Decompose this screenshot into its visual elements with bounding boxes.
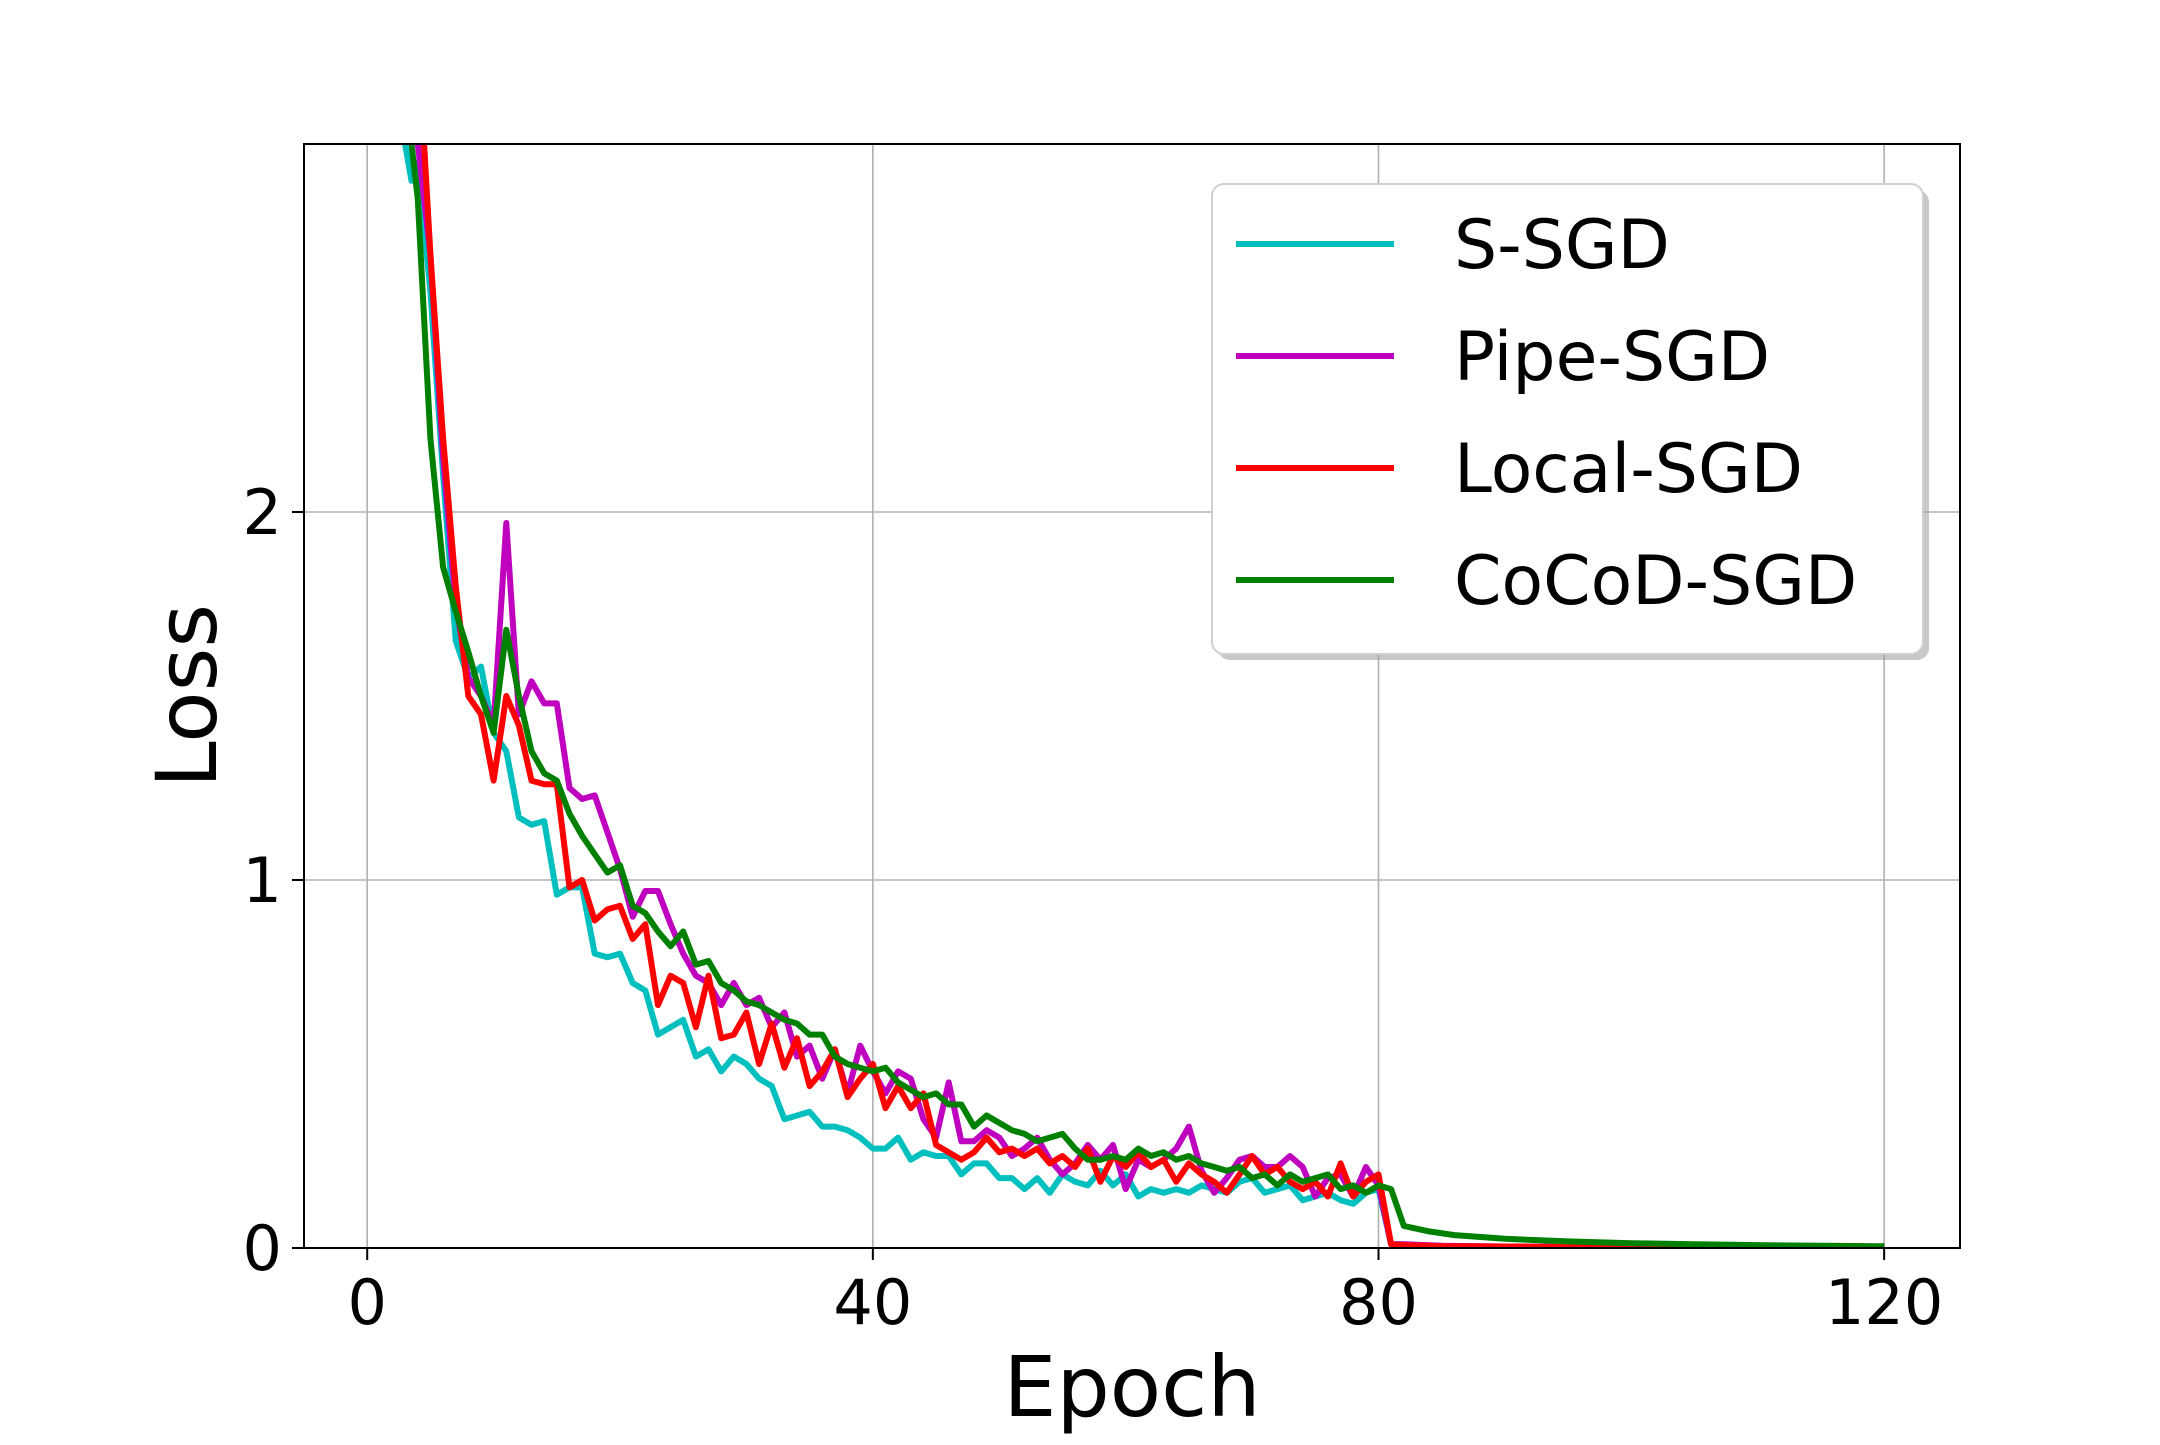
y-tick-label: 0 — [243, 1212, 282, 1285]
x-tick-label: 40 — [833, 1266, 912, 1339]
y-tick-label: 1 — [243, 844, 282, 917]
x-tick-label: 0 — [347, 1266, 386, 1339]
plot-frame — [303, 143, 1961, 1249]
legend-label-pipe-sgd: Pipe-SGD — [1454, 318, 1770, 397]
x-tick-label: 80 — [1339, 1266, 1418, 1339]
y-tick-label: 2 — [243, 476, 282, 549]
series-line-local-sgd — [421, 144, 1885, 1248]
x-tick-label: 120 — [1825, 1266, 1943, 1339]
axis-ticks: 0 40 80 120 0 1 2 — [243, 476, 1944, 1339]
legend-label-local-sgd: Local-SGD — [1454, 430, 1803, 509]
x-axis-label: Epoch — [1003, 1338, 1260, 1436]
legend: S-SGD Pipe-SGD Local-SGD CoCoD-SGD — [1211, 183, 1929, 660]
y-axis-label: Loss — [138, 604, 236, 788]
legend-label-cocod-sgd: CoCoD-SGD — [1454, 542, 1857, 621]
legend-label-s-sgd: S-SGD — [1454, 206, 1670, 285]
series-lines — [402, 144, 1885, 1248]
legend-box — [1211, 183, 1924, 655]
series-line-pipe-sgd — [414, 144, 1885, 1248]
series-line-cocod-sgd — [408, 144, 1885, 1248]
